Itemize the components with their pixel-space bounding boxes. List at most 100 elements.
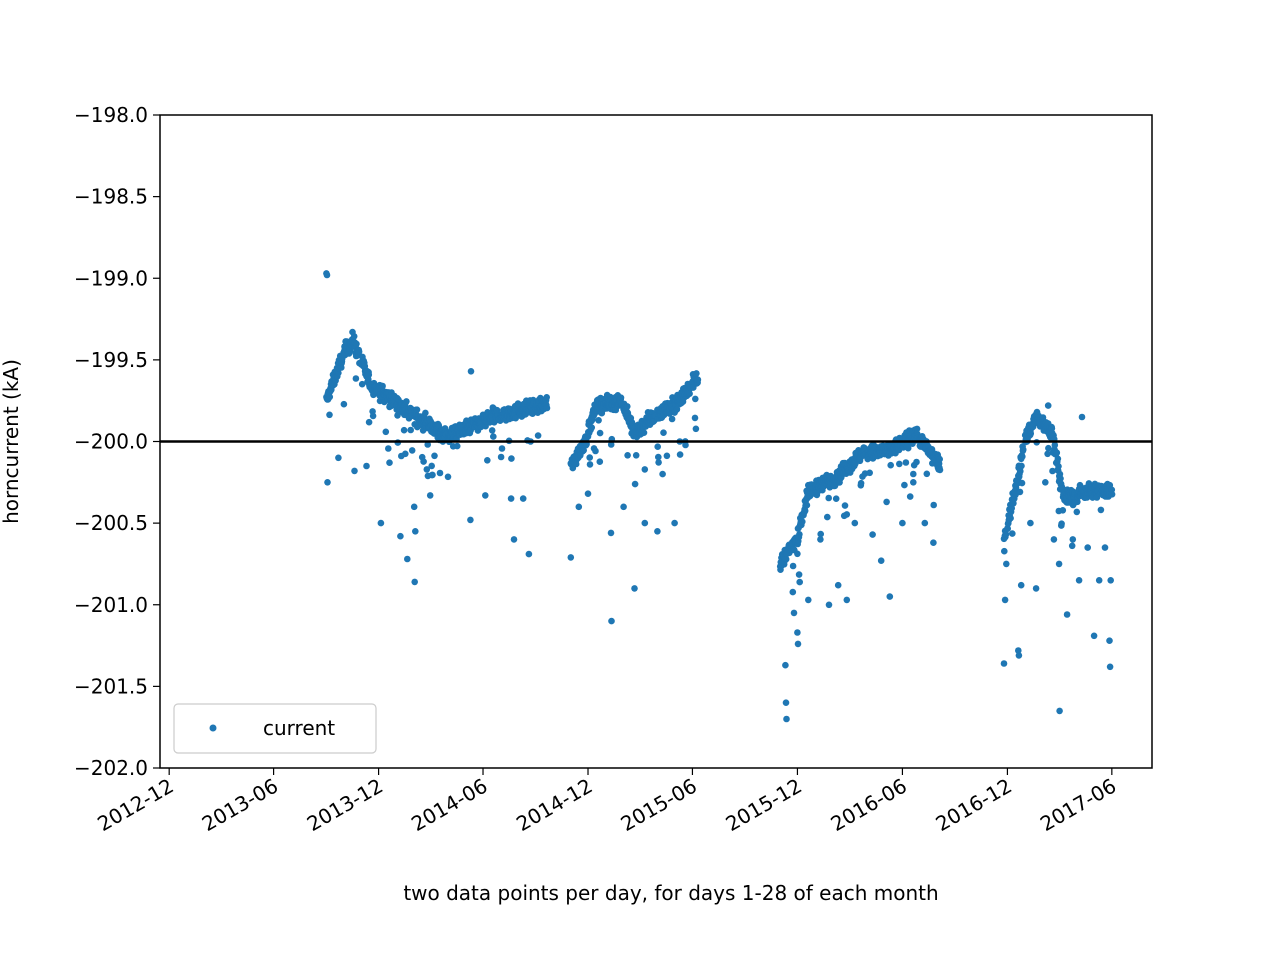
data-point (429, 471, 436, 479)
data-point (655, 453, 662, 461)
data-point (866, 469, 873, 477)
data-point (782, 661, 789, 669)
data-point (671, 519, 678, 527)
data-point (1068, 542, 1076, 550)
data-point (1032, 585, 1040, 592)
data-point (832, 495, 840, 503)
data-point (482, 492, 489, 499)
data-point (412, 528, 419, 535)
data-point (1027, 519, 1034, 527)
data-point (1056, 707, 1063, 715)
data-point (857, 479, 865, 487)
data-point (507, 495, 515, 502)
data-point (1004, 525, 1011, 532)
data-point (361, 362, 369, 370)
y-axis: −198.0 −198.5 −199.0 −199.5 −200.0 −200.5 −201… (74, 103, 160, 780)
data-point (1016, 488, 1024, 496)
data-point (620, 503, 627, 511)
data-point (1015, 652, 1023, 659)
data-point (883, 498, 890, 506)
data-point (365, 418, 373, 426)
data-point (607, 441, 615, 448)
data-point (428, 462, 436, 470)
data-point (510, 536, 518, 543)
data-point (1069, 536, 1077, 543)
data-point (1090, 632, 1098, 640)
data-point (580, 447, 587, 454)
data-point (543, 404, 551, 412)
data-point (790, 609, 798, 617)
data-point (1002, 531, 1010, 538)
data-point (408, 447, 416, 454)
data-point (801, 507, 809, 515)
data-point (654, 528, 661, 535)
data-point (1007, 514, 1014, 522)
data-point (1049, 467, 1056, 475)
data-point (404, 555, 411, 563)
data-point (930, 539, 937, 546)
data-point (543, 394, 550, 401)
data-point (913, 425, 921, 433)
data-point (869, 531, 876, 538)
data-point (1063, 611, 1071, 618)
data-point (660, 429, 667, 437)
data-point (1084, 544, 1091, 551)
data-point (694, 376, 702, 384)
data-point (1003, 560, 1010, 568)
data-point (484, 457, 491, 464)
data-point (394, 412, 401, 419)
data-point (444, 473, 452, 481)
legend-marker (209, 724, 217, 732)
x-axis-label: two data points per day, for days 1-28 o… (403, 881, 938, 905)
data-point (1019, 446, 1027, 453)
data-point (1095, 577, 1103, 584)
data-point (1045, 444, 1052, 452)
data-point (824, 513, 831, 521)
data-point (1106, 663, 1114, 671)
data-point (789, 562, 797, 570)
data-point (693, 370, 700, 377)
data-point (936, 466, 944, 474)
data-point (1044, 402, 1052, 409)
data-point (795, 571, 803, 578)
data-point (782, 555, 790, 563)
data-point (1107, 577, 1114, 584)
data-point (1055, 560, 1063, 568)
data-point (363, 462, 370, 470)
data-point (887, 461, 894, 469)
data-point (588, 424, 595, 431)
data-point (691, 414, 699, 422)
data-point (834, 581, 842, 589)
data-point (1057, 475, 1064, 482)
y-tick-label: −199.0 (74, 266, 148, 290)
data-point (400, 426, 408, 434)
data-point (936, 455, 943, 463)
data-point (608, 617, 615, 625)
data-point (407, 426, 415, 434)
data-point (592, 447, 599, 455)
y-tick-label: −201.0 (74, 593, 148, 617)
data-point (906, 493, 914, 500)
data-point (596, 458, 604, 466)
data-point (654, 443, 661, 451)
data-point (467, 368, 475, 375)
data-point (805, 596, 812, 604)
data-point (825, 494, 832, 502)
data-point (386, 459, 393, 467)
data-point (1027, 430, 1034, 437)
data-point (498, 445, 506, 452)
data-point (886, 593, 894, 600)
y-tick-label: −198.0 (74, 103, 148, 127)
data-point (397, 532, 404, 540)
data-point (323, 271, 331, 279)
data-point (595, 417, 602, 424)
data-point (913, 458, 920, 466)
data-point (923, 470, 931, 478)
data-point (586, 461, 594, 468)
y-tick-label: −202.0 (74, 756, 148, 780)
legend: current (173, 703, 377, 754)
data-point (326, 393, 334, 401)
data-point (340, 400, 348, 408)
data-point (1101, 544, 1109, 551)
